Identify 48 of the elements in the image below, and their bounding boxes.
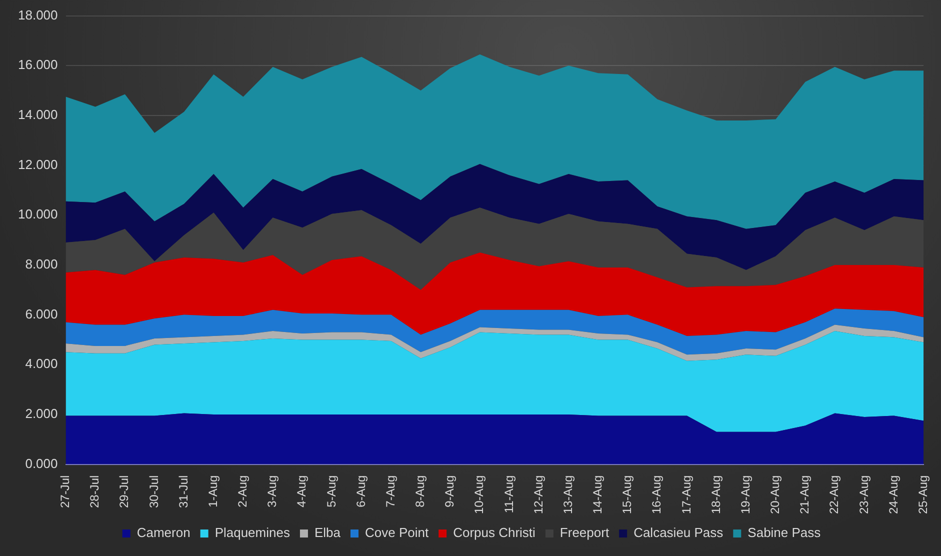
x-tick-label: 30-Jul [146, 475, 161, 508]
legend-label: Plaquemines [214, 525, 290, 540]
legend-label: Corpus Christi [453, 525, 536, 540]
x-tick-label: 16-Aug [650, 475, 664, 514]
x-tick-label: 9-Aug [442, 475, 457, 508]
legend-label: Cove Point [364, 525, 429, 540]
x-tick-label: 4-Aug [294, 475, 309, 508]
x-tick-label: 14-Aug [590, 475, 605, 514]
y-tick-label: 4.000 [25, 356, 58, 372]
x-tick-label: 5-Aug [324, 475, 338, 508]
x-tick-label: 23-Aug [856, 475, 871, 514]
legend-label: Freeport [560, 525, 610, 540]
x-tick-label: 6-Aug [354, 475, 368, 508]
y-tick-label: 8.000 [25, 256, 58, 272]
x-tick-label: 12-Aug [531, 475, 546, 514]
x-tick-label: 17-Aug [679, 475, 694, 514]
x-tick-label: 2-Aug [236, 475, 250, 508]
y-tick-label: 18.000 [18, 7, 58, 22]
x-tick-label: 7-Aug [383, 475, 398, 508]
x-tick-label: 1-Aug [206, 475, 220, 508]
x-tick-label: 15-Aug [620, 475, 634, 514]
x-tick-label: 11-Aug [502, 475, 516, 514]
y-tick-label: 0.000 [25, 456, 58, 471]
x-tick-label: 20-Aug [768, 475, 782, 514]
x-tick-label: 10-Aug [472, 475, 486, 514]
x-tick-label: 31-Jul [176, 475, 190, 508]
x-tick-label: 18-Aug [708, 475, 723, 514]
y-tick-label: 2.000 [25, 406, 58, 422]
x-tick-label: 29-Jul [117, 475, 132, 508]
y-tick-label: 14.000 [18, 107, 58, 122]
x-tick-label: 21-Aug [798, 475, 812, 514]
y-tick-label: 16.000 [18, 57, 58, 72]
legend-label: Sabine Pass [748, 525, 822, 540]
x-tick-label: 24-Aug [886, 475, 900, 514]
y-tick-label: 12.000 [18, 156, 58, 172]
x-tick-label: 19-Aug [738, 475, 752, 514]
legend-label: Calcasieu Pass [634, 525, 724, 540]
x-tick-label: 22-Aug [827, 475, 842, 514]
y-tick-label: 10.000 [18, 206, 58, 222]
x-tick-label: 28-Jul [88, 475, 102, 508]
x-tick-label: 13-Aug [560, 475, 575, 514]
legend-label: Elba [314, 525, 342, 540]
x-tick-label: 8-Aug [413, 475, 428, 508]
x-tick-label: 27-Jul [58, 475, 72, 508]
x-tick-label: 25-Aug [916, 475, 930, 514]
legend-label: Cameron [136, 525, 190, 540]
x-tick-label: 3-Aug [265, 475, 280, 508]
y-tick-label: 6.000 [25, 306, 58, 322]
